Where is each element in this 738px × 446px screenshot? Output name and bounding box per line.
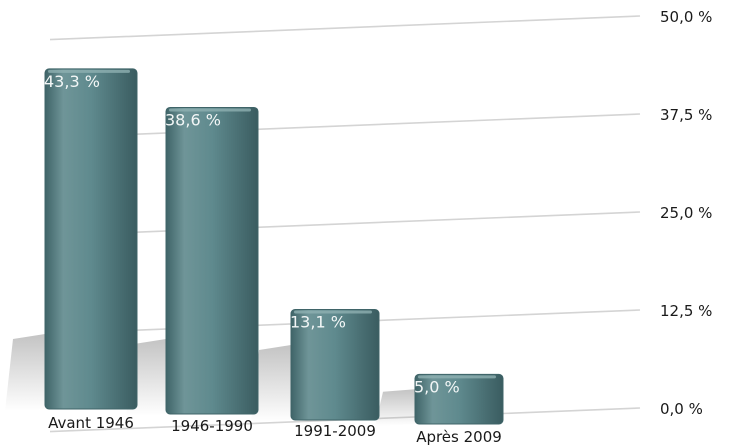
bar-highlight	[169, 108, 251, 112]
x-axis-categories: Avant 1946 1946-1990 1991-2009 Après 2009	[48, 414, 502, 446]
floor-shadows	[5, 334, 415, 426]
y-tick-label: 0,0 %	[660, 400, 703, 418]
gridlines	[49, 15, 641, 433]
bar-highlight	[294, 310, 372, 314]
y-axis-ticks: 0,0 % 12,5 % 25,0 % 37,5 % 50,0 %	[660, 8, 712, 418]
data-label: 5,0 %	[414, 377, 460, 396]
bar-shadow	[5, 334, 45, 411]
bar-shadow	[375, 389, 415, 426]
category-label: Après 2009	[416, 428, 502, 446]
bar	[44, 68, 138, 410]
gridline	[49, 15, 641, 41]
data-labels: 43,3 % 38,6 % 13,1 % 5,0 %	[44, 72, 460, 397]
bar	[290, 308, 380, 421]
y-tick-label: 25,0 %	[660, 204, 712, 222]
y-tick-label: 37,5 %	[660, 106, 712, 124]
bar	[414, 373, 504, 425]
data-label: 38,6 %	[165, 110, 221, 129]
category-label: 1991-2009	[294, 422, 376, 440]
bar-highlight	[418, 375, 496, 379]
bar-shadow	[251, 345, 291, 422]
data-label: 43,3 %	[44, 72, 100, 91]
category-label: 1946-1990	[171, 417, 253, 435]
bar-highlight	[48, 69, 130, 73]
gridline	[49, 211, 641, 237]
y-tick-label: 50,0 %	[660, 8, 712, 26]
category-label: Avant 1946	[48, 414, 134, 432]
y-tick-label: 12,5 %	[660, 302, 712, 320]
gridline	[49, 113, 641, 139]
bars	[44, 68, 504, 425]
data-label: 13,1 %	[290, 312, 346, 331]
bar	[165, 106, 259, 415]
